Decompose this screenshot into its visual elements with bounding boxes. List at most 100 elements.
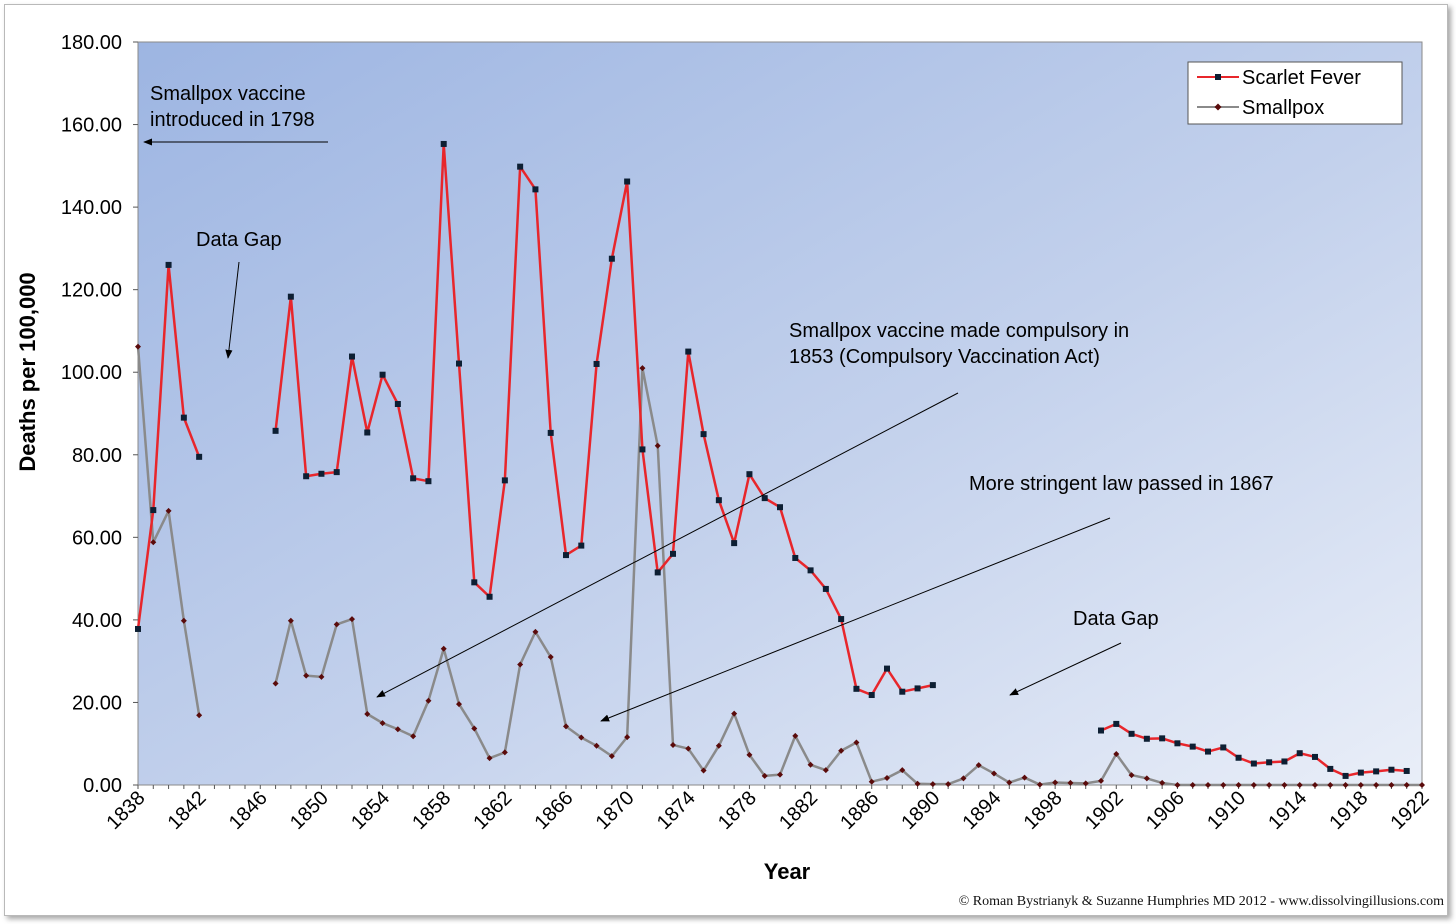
annotation-arrow-data-gap-1 <box>225 261 240 359</box>
scarlet-fever-point <box>761 495 768 502</box>
scarlet-fever-point <box>1327 765 1334 772</box>
scarlet-fever-point <box>670 550 676 557</box>
legend-scarlet-fever-label: Scarlet Fever <box>1242 67 1361 89</box>
x-tick-label: 1846 <box>225 787 272 834</box>
scarlet-fever-point <box>1189 743 1196 750</box>
smallpox-point <box>593 742 600 749</box>
scarlet-fever-point <box>822 585 829 592</box>
x-tick-label: 1882 <box>775 787 822 834</box>
smallpox-point <box>1235 782 1242 788</box>
scarlet-fever-point <box>777 504 783 511</box>
smallpox-point <box>1281 782 1288 788</box>
scarlet-fever-point <box>1357 769 1364 776</box>
smallpox-point <box>929 781 936 788</box>
scarlet-fever-point <box>868 692 875 699</box>
x-tick-label: 1874 <box>653 787 700 834</box>
smallpox-point <box>1021 774 1028 781</box>
x-axis-title: Year <box>764 859 811 884</box>
smallpox-point <box>349 616 355 623</box>
x-tick-label: 1918 <box>1325 787 1372 834</box>
scarlet-fever-point <box>1113 720 1120 727</box>
scarlet-fever-point <box>1205 748 1211 755</box>
smallpox-point <box>608 753 615 760</box>
scarlet-fever-point <box>685 348 692 355</box>
scarlet-fever-line <box>274 142 934 697</box>
smallpox-point <box>532 628 539 635</box>
scarlet-fever-point <box>440 140 447 147</box>
x-tick-label: 1862 <box>469 787 516 834</box>
scarlet-fever-point <box>654 569 661 576</box>
smallpox-point <box>1036 781 1043 788</box>
scarlet-fever-point <box>899 688 906 695</box>
y-tick-label: 20.00 <box>72 692 122 714</box>
y-tick-label: 140.00 <box>61 197 122 219</box>
smallpox-point <box>1388 782 1395 788</box>
smallpox-point <box>440 645 447 652</box>
smallpox-point <box>1143 775 1150 782</box>
x-tick-label: 1842 <box>164 787 211 834</box>
smallpox-point <box>135 343 141 350</box>
annotation-stringent-law: More stringent law passed in 1867 <box>969 473 1274 495</box>
smallpox-point <box>1403 782 1410 788</box>
annotation-arrow-compulsory <box>376 392 959 698</box>
y-tick-label: 60.00 <box>72 527 122 549</box>
y-tick-label: 180.00 <box>61 32 122 54</box>
scarlet-fever-point <box>471 579 478 586</box>
scarlet-fever-point <box>731 540 738 547</box>
smallpox-point <box>807 761 814 768</box>
smallpox-point <box>1205 782 1211 788</box>
scarlet-fever-point <box>624 178 631 185</box>
smallpox-point <box>1342 782 1349 788</box>
smallpox-point <box>180 617 187 624</box>
smallpox-point <box>1082 780 1089 787</box>
smallpox-point <box>991 770 997 777</box>
x-tick-label: 1854 <box>347 787 394 834</box>
smallpox-point <box>456 701 462 708</box>
smallpox-point <box>700 767 707 774</box>
smallpox-point <box>1159 779 1166 786</box>
smallpox-line <box>274 366 1422 787</box>
x-tick-label: 1870 <box>592 787 639 834</box>
smallpox-point <box>547 654 554 661</box>
smallpox-point <box>945 781 952 788</box>
smallpox-point <box>1220 782 1227 788</box>
scarlet-fever-point <box>853 685 860 692</box>
smallpox-point <box>196 712 203 719</box>
scarlet-fever-point <box>700 431 707 438</box>
scarlet-fever-point <box>1128 730 1135 737</box>
smallpox-point <box>394 726 401 733</box>
scarlet-fever-point <box>578 542 585 549</box>
smallpox-point <box>303 672 310 679</box>
scarlet-fever-point <box>425 478 432 485</box>
scarlet-fever-point <box>150 507 157 514</box>
scarlet-fever-point <box>563 552 569 559</box>
y-tick-label: 160.00 <box>61 115 122 137</box>
y-tick-label: 40.00 <box>72 610 122 632</box>
scarlet-fever-point <box>501 477 508 484</box>
smallpox-point <box>884 774 890 781</box>
annotation-arrow-data-gap-2 <box>1009 642 1122 696</box>
y-tick-label: 80.00 <box>72 445 122 467</box>
smallpox-point <box>731 710 738 717</box>
scarlet-fever-point <box>914 685 921 692</box>
x-tick-label: 1866 <box>531 787 578 834</box>
series-layer <box>135 140 1425 788</box>
x-tick-label: 1850 <box>286 787 333 834</box>
scarlet-fever-point <box>394 401 401 408</box>
smallpox-point <box>578 734 585 741</box>
smallpox-point <box>410 733 417 740</box>
y-tick-label: 0.00 <box>83 775 122 797</box>
scarlet-fever-point <box>1281 758 1288 765</box>
scarlet-fever-point <box>1342 772 1349 779</box>
scarlet-fever-point <box>929 682 936 689</box>
x-tick-label: 1906 <box>1142 787 1189 834</box>
scarlet-fever-point <box>1266 759 1273 766</box>
legend-smallpox-marker <box>1214 103 1222 111</box>
x-axis: 1838 1842 1846 1850 1854 1858 1862 1866 1870 1874… <box>103 785 1434 834</box>
smallpox-point <box>1052 779 1059 786</box>
scarlet-fever-point <box>1098 727 1104 734</box>
scarlet-fever-point <box>272 427 279 434</box>
smallpox-point <box>715 742 722 749</box>
scarlet-fever-point <box>715 497 722 504</box>
